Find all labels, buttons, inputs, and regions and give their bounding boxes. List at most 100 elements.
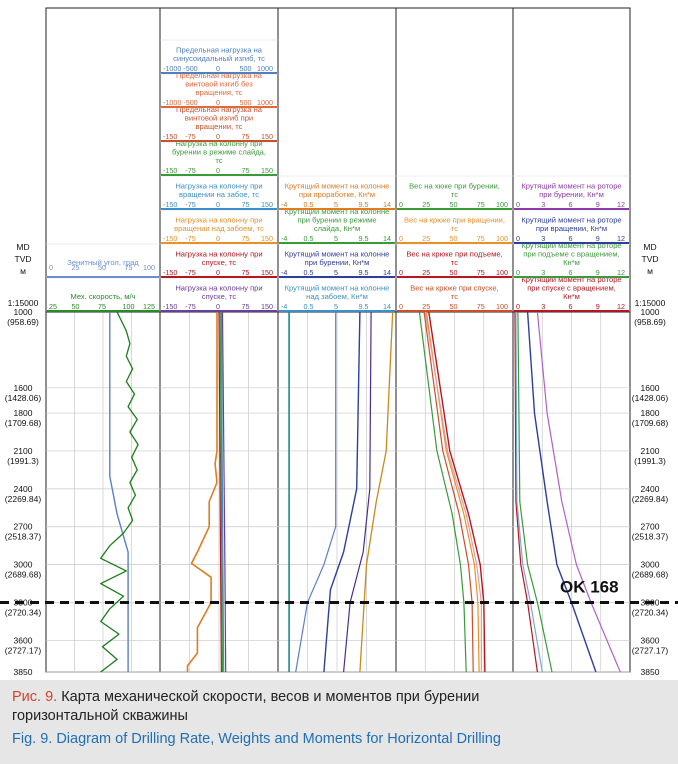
header-scale-tick: 0 bbox=[216, 98, 220, 107]
header-scale-tick: 5 bbox=[334, 234, 338, 243]
header-scale-tick: 9 bbox=[596, 234, 600, 243]
header-scale-tick: 5 bbox=[334, 268, 338, 277]
header-scale-tick: -150 bbox=[163, 200, 177, 209]
header-scale-tick: 9.5 bbox=[359, 268, 369, 277]
header-label: Вес на крюке при подъеме, тс bbox=[406, 250, 502, 268]
header-scale-tick: 100 bbox=[496, 200, 508, 209]
header-label-line: Вес на крюке при вращении, bbox=[404, 216, 505, 225]
header-scale-tick: 50 bbox=[450, 302, 458, 311]
depth-tvd-label: (2727.17) bbox=[5, 645, 42, 655]
series-line bbox=[517, 311, 553, 673]
header-scale-tick: 0 bbox=[399, 234, 403, 243]
header-label: Мех. скорость, м/ч bbox=[70, 292, 135, 301]
header-scale-tick: -4 bbox=[281, 268, 287, 277]
header-scale-tick: 25 bbox=[422, 200, 430, 209]
header-scale-tick: 0 bbox=[516, 268, 520, 277]
header-scale-tick: 75 bbox=[242, 302, 250, 311]
header-label-line: винтовой изгиб при bbox=[185, 114, 253, 123]
header-label-line: Нагрузка на колонну при bbox=[175, 139, 262, 148]
series-line bbox=[343, 311, 372, 673]
header-scale-tick: 150 bbox=[261, 166, 273, 175]
header-label: Зенитный угол, град bbox=[67, 258, 139, 267]
depth-md-label: 1600 bbox=[14, 383, 33, 393]
series-line bbox=[536, 311, 621, 673]
header-scale-tick: 6 bbox=[569, 302, 573, 311]
header-label: Крутящий момент на роторе при вращении, К… bbox=[521, 216, 621, 234]
series-line bbox=[425, 311, 480, 673]
depth-tvd-label: (958.69) bbox=[7, 317, 39, 327]
header-scale-tick: 75 bbox=[98, 302, 106, 311]
depth-md-label: 2700 bbox=[14, 522, 33, 532]
header-label-line: Крутящий момент на роторе bbox=[521, 275, 621, 284]
header-scale-tick: 75 bbox=[477, 234, 485, 243]
header-scale-tick: 25 bbox=[422, 234, 430, 243]
series-line bbox=[218, 311, 222, 673]
figure-caption: Рис. 9. Карта механической скорости, вес… bbox=[0, 680, 678, 764]
header-scale-tick: 0.5 bbox=[304, 200, 314, 209]
header-scale-tick: 0 bbox=[216, 200, 220, 209]
depth-md-label: 3000 bbox=[641, 560, 660, 570]
depth-tvd-label: (2518.37) bbox=[5, 532, 42, 542]
header-scale-tick: 3 bbox=[541, 302, 545, 311]
header-label-line: Крутящий момент на колонне bbox=[285, 250, 390, 259]
header-scale-tick: -500 bbox=[183, 64, 197, 73]
series-line bbox=[220, 311, 225, 673]
header-scale-tick: 0.5 bbox=[304, 268, 314, 277]
depth-tvd-label: (1709.68) bbox=[5, 418, 42, 428]
header-label-line: при бурении в режиме bbox=[297, 216, 376, 225]
depth-md-label: 3850 bbox=[641, 667, 660, 677]
header-label: Нагрузка на колонну при спуске, тс bbox=[175, 250, 262, 268]
header-label: Нагрузка на колонну при спуске, тс bbox=[175, 284, 262, 302]
caption-ru-line-2: горизонтальной скважины bbox=[12, 708, 188, 724]
header-scale-tick: 0 bbox=[216, 132, 220, 141]
header-label-line: тс bbox=[215, 156, 222, 165]
depth-tvd-label: (2689.68) bbox=[632, 570, 669, 580]
header-scale-tick: 75 bbox=[242, 132, 250, 141]
scale-label-left: 1:15000 bbox=[8, 298, 39, 308]
header-scale-tick: 75 bbox=[242, 268, 250, 277]
header-scale-tick: 75 bbox=[477, 302, 485, 311]
header-label-line: над забоем, Кн*м bbox=[306, 292, 368, 301]
header-scale-tick: 9 bbox=[596, 302, 600, 311]
depth-md-label: 2400 bbox=[14, 484, 33, 494]
depth-md-label: 1000 bbox=[641, 307, 660, 317]
header-scale-tick: 14 bbox=[383, 234, 391, 243]
header-scale-tick: 0 bbox=[216, 64, 220, 73]
header-scale-tick: 125 bbox=[143, 302, 155, 311]
header-label-line: при проработке, Кн*м bbox=[299, 190, 375, 199]
header-scale-tick: 100 bbox=[123, 302, 135, 311]
depth-tvd-label: (2269.84) bbox=[5, 494, 42, 504]
header-label-line: Крутящий момент на колонне bbox=[285, 207, 390, 216]
header-label-line: спуске, тс bbox=[202, 258, 237, 267]
header-scale-tick: 1000 bbox=[257, 64, 273, 73]
header-scale-tick: 0 bbox=[216, 234, 220, 243]
header-scale-tick: 6 bbox=[569, 200, 573, 209]
header-label: Нагрузка на колонну при бурении в режиме … bbox=[172, 139, 266, 165]
depth-md-label: 2100 bbox=[641, 446, 660, 456]
header-scale-tick: 0 bbox=[216, 166, 220, 175]
header-label-line: Мех. скорость, м/ч bbox=[70, 292, 135, 301]
header-scale-tick: 9 bbox=[596, 200, 600, 209]
header-label: Крутящий момент на роторе при спуске с вр… bbox=[521, 275, 621, 301]
ok-marker: OK 168 bbox=[0, 578, 678, 605]
header-scale-tick: 50 bbox=[450, 234, 458, 243]
header-scale-tick: 5 bbox=[334, 200, 338, 209]
header-scale-tick: 500 bbox=[240, 98, 252, 107]
caption-en-line: Fig. 9. Diagram of Drilling Rate, Weight… bbox=[12, 730, 501, 748]
depth-md-label: 1000 bbox=[14, 307, 33, 317]
header-label-line: Зенитный угол, град bbox=[67, 258, 139, 267]
header-scale-tick: 0.5 bbox=[304, 234, 314, 243]
md-unit-left: м bbox=[20, 266, 26, 276]
header-top-scale-tick: 100 bbox=[143, 263, 155, 272]
header-label-line: Вес на крюке при спуске, bbox=[410, 284, 499, 293]
header-label: Нагрузка на колонну при вращении над забо… bbox=[174, 216, 264, 234]
caption-ru-line-1: Рис. 9. Карта механической скорости, вес… bbox=[12, 688, 479, 706]
header-scale-tick: -1000 bbox=[163, 98, 181, 107]
header-label: Вес на крюке при спуске, тс bbox=[410, 284, 499, 302]
depth-tvd-label: (2720.34) bbox=[5, 608, 42, 618]
series-line bbox=[418, 311, 467, 673]
caption-en-label: Fig. 9. bbox=[12, 731, 53, 747]
depth-tvd-label: (2518.37) bbox=[632, 532, 669, 542]
header-scale-tick: 150 bbox=[261, 268, 273, 277]
header-label: Крутящий момент на колонне при бурении, К… bbox=[285, 250, 390, 268]
